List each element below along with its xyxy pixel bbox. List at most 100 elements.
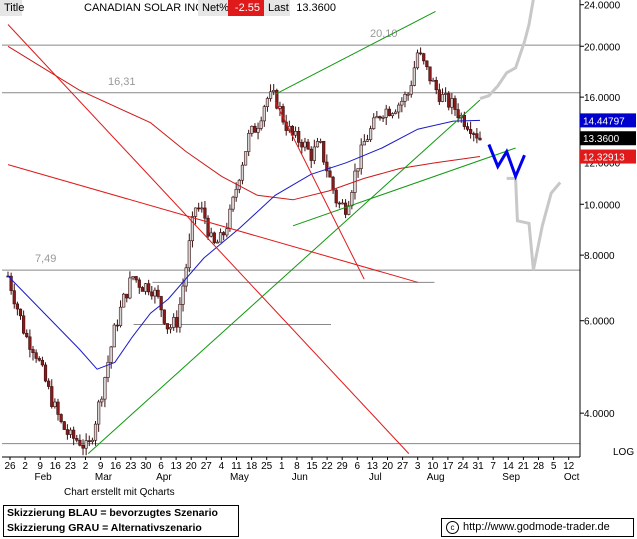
candle-body (431, 79, 435, 82)
y-tick-label: 16.0000 (584, 93, 621, 104)
candle-body (162, 309, 166, 324)
candle-body (444, 93, 448, 95)
price-tag-bg-0 (580, 113, 636, 128)
candle-body (440, 94, 445, 102)
x-tick-label: 9 (37, 461, 43, 472)
candle-body (78, 439, 82, 446)
candle-body (368, 128, 373, 140)
candle-body (15, 303, 19, 310)
axes: 24.000020.000016.000012.000010.00008.000… (2, 0, 636, 483)
x-tick-label: 23 (125, 461, 137, 472)
candle-body (53, 401, 57, 407)
candle-body (34, 352, 38, 359)
candle-body (222, 232, 226, 236)
last-value: 13.3600 (290, 0, 340, 16)
candle-body (197, 207, 201, 210)
candle-body (47, 380, 51, 387)
candle-body (268, 91, 273, 99)
candle-body (465, 126, 470, 130)
x-tick-label: 9 (98, 461, 104, 472)
y-tick-label: 6.0000 (584, 317, 615, 328)
x-tick-label: 28 (533, 461, 545, 472)
candle-body (178, 304, 182, 328)
candle-body (90, 439, 94, 442)
candle-body (37, 358, 41, 361)
candle-body (328, 170, 332, 178)
candle-body (122, 293, 126, 308)
candle-body (147, 283, 151, 293)
candle-body (378, 116, 382, 119)
x-tick-label: 2 (83, 461, 89, 472)
candle-body (350, 192, 354, 207)
candle-body (40, 359, 44, 366)
candle-body (203, 207, 207, 219)
x-tick-label: 4 (219, 461, 225, 472)
x-month-label: Feb (34, 472, 52, 483)
candle-body (140, 287, 145, 292)
candle-body (243, 151, 248, 166)
x-tick-label: 25 (261, 461, 273, 472)
candle-body (343, 202, 348, 215)
candle-body (406, 93, 410, 96)
candle-body (475, 133, 479, 139)
x-tick-label: 20 (186, 461, 198, 472)
candle-body (172, 317, 176, 328)
candle-body (128, 277, 132, 299)
x-tick-label: 8 (294, 461, 300, 472)
chart-credit: Chart erstellt mit Qcharts (64, 487, 175, 498)
candle-body (193, 207, 198, 217)
trendline-0 (87, 99, 481, 454)
instrument-name: CANADIAN SOLAR INC (80, 0, 203, 16)
candle-body (137, 279, 141, 288)
candle-body (165, 323, 170, 330)
x-tick-label: 20 (382, 461, 394, 472)
x-month-label: Sep (502, 472, 520, 483)
candle-body (422, 53, 426, 62)
trendline-1 (292, 147, 516, 227)
x-tick-label: 15 (306, 461, 318, 472)
scenario-sketches (479, 0, 562, 271)
candle-body (143, 283, 148, 292)
candle-body (331, 176, 335, 191)
candle-body (159, 296, 163, 311)
candle-body (272, 90, 276, 93)
candle-body (87, 440, 91, 442)
x-tick-label: 6 (355, 461, 361, 472)
candle-body (234, 188, 238, 198)
candle-body (43, 364, 48, 382)
candle-body (340, 202, 345, 205)
x-tick-label: 11 (231, 461, 242, 472)
candle-body (103, 377, 107, 400)
x-tick-label: 21 (518, 461, 530, 472)
candle-body (447, 93, 451, 108)
candle-body (275, 90, 279, 109)
x-tick-label: 27 (201, 461, 213, 472)
candle-body (209, 232, 213, 237)
candle-body (259, 120, 263, 129)
scenario-grey-lower (506, 176, 562, 271)
candle-body (12, 290, 16, 305)
candle-body (365, 139, 370, 142)
candle-body (93, 423, 98, 441)
indicator-lines (7, 10, 516, 454)
x-month-label: Oct (564, 472, 580, 483)
level-label-2: 7,49 (35, 253, 56, 265)
candle-body (293, 131, 298, 136)
candle-body (250, 125, 254, 134)
x-tick-label: 3 (415, 461, 421, 472)
candle-body (112, 324, 116, 348)
x-tick-label: 24 (457, 461, 469, 472)
candle-body (218, 232, 223, 243)
candle-body (300, 142, 304, 148)
candle-body (428, 66, 432, 82)
candle-body (59, 414, 63, 422)
candle-body (175, 317, 179, 328)
x-tick-label: 30 (140, 461, 152, 472)
last-label: Last (264, 0, 290, 16)
candle-body (472, 133, 476, 135)
y-tick-label: 24.0000 (584, 1, 621, 12)
x-tick-label: 16 (110, 461, 122, 472)
candle-body (200, 207, 204, 210)
candle-body (469, 129, 473, 134)
